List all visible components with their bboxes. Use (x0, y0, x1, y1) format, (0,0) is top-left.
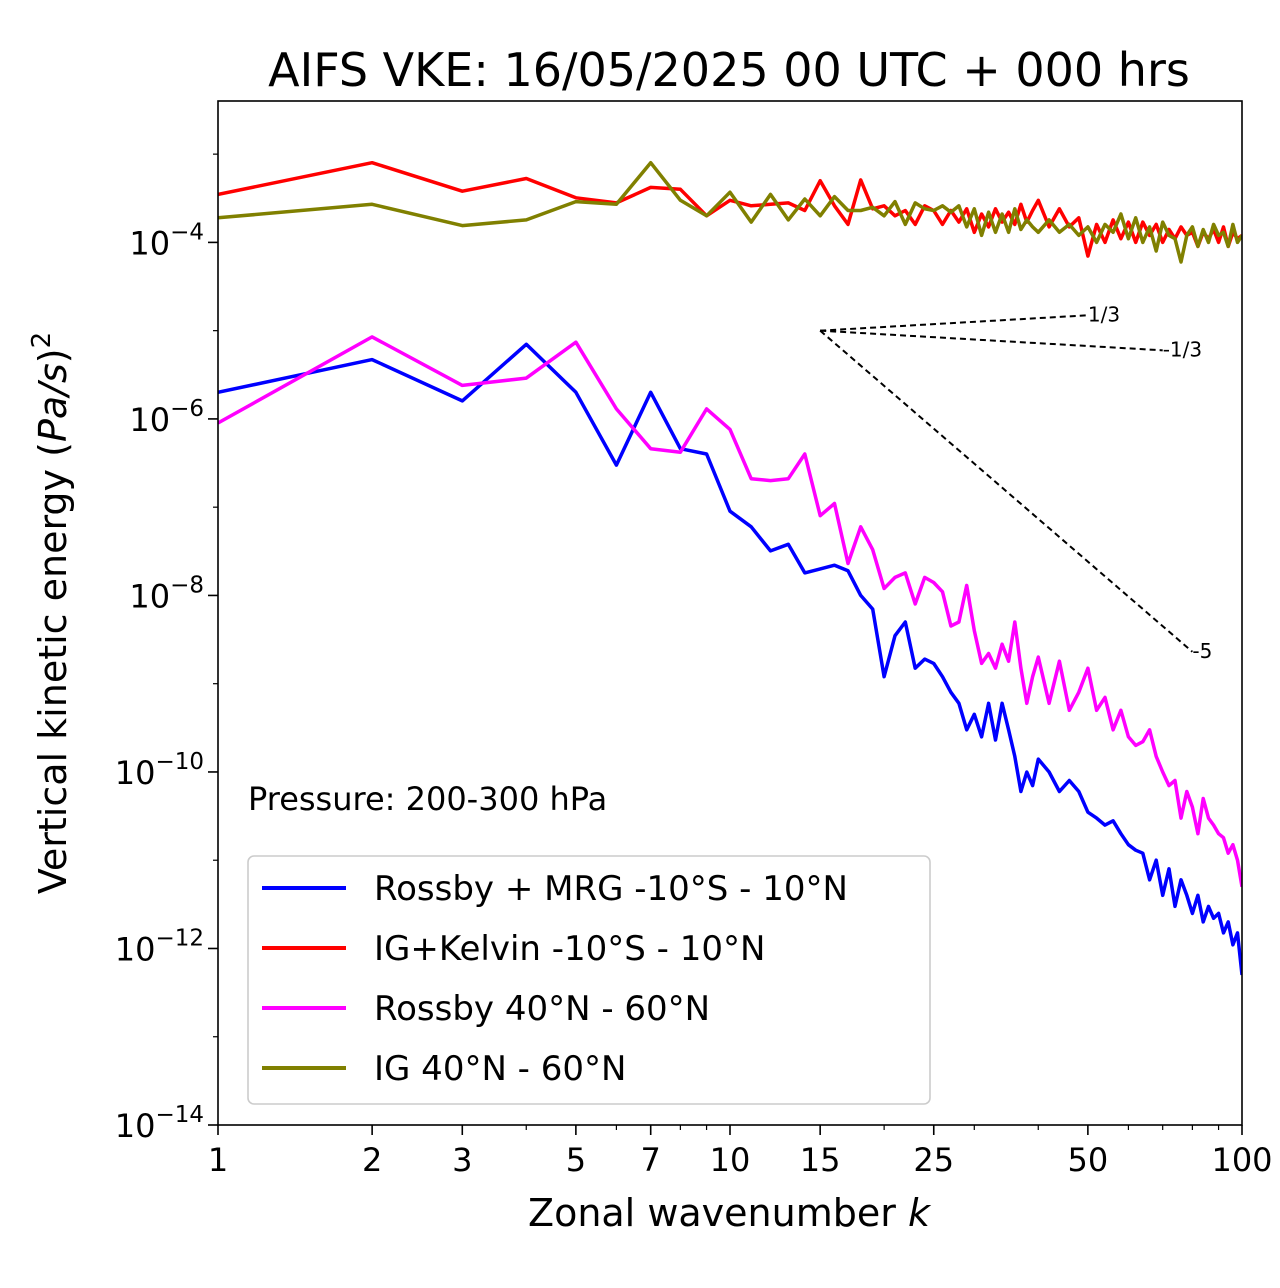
legend-box (247, 855, 931, 1105)
series-line-0 (218, 342, 1242, 976)
x-tick-label-9: 100 (1211, 1141, 1272, 1179)
axis-ticks: 1 2 3 5 7 10 15 25 50 100 10−4 10−6 10−8 10−10 10−12 10… (115, 153, 1273, 1179)
x-tick-label-5: 10 (710, 1141, 751, 1179)
series-layer (218, 160, 1242, 976)
x-tick-label-6: 15 (800, 1141, 841, 1179)
slope-label-1: -1/3 (1163, 337, 1202, 361)
y-tick-label-1: 10−6 (129, 396, 204, 439)
y-tick-label-3: 10−10 (115, 749, 204, 792)
slope-line-1 (820, 329, 1163, 352)
x-tick-label-0: 1 (208, 1141, 228, 1179)
slope-line-0 (820, 314, 1088, 332)
legend-label-2: Rossby 40°N - 60°N (374, 989, 710, 1029)
legend-label-3: IG 40°N - 60°N (374, 1049, 626, 1089)
x-tick-label-1: 2 (362, 1141, 382, 1179)
plot-frame (217, 100, 1243, 1126)
x-tick-label-8: 50 (1068, 1141, 1109, 1179)
y-axis-label-exp: 2 (27, 332, 57, 349)
y-tick-label-2: 10−8 (129, 572, 204, 615)
y-tick-label-4: 10−12 (115, 925, 204, 968)
legend-label-1: IG+Kelvin -10°S - 10°N (374, 929, 765, 969)
pressure-annotation: Pressure: 200-300 hPa (248, 780, 607, 818)
reference-slopes: 1/3 -1/3 -5 (819, 302, 1212, 663)
series-line-2 (218, 335, 1242, 888)
x-axis-label-text: Zonal wavenumber (528, 1191, 908, 1235)
x-tick-label-2: 3 (452, 1141, 472, 1179)
y-tick-label-0: 10−4 (129, 219, 204, 262)
y-axis-label-text: Vertical kinetic energy ( (31, 442, 75, 894)
y-tick-label-5: 10−14 (115, 1102, 204, 1145)
legend-label-0: Rossby + MRG -10°S - 10°N (374, 869, 848, 909)
x-axis-label: Zonal wavenumber k (528, 1191, 932, 1235)
legend: Rossby + MRG -10°S - 10°N IG+Kelvin -10°S… (247, 855, 931, 1105)
series-line-3 (218, 160, 1242, 264)
y-axis-label: Vertical kinetic energy (Pa/s)2 (27, 332, 75, 894)
x-axis-label-var: k (908, 1191, 932, 1235)
x-tick-label-7: 25 (913, 1141, 954, 1179)
x-tick-label-4: 7 (641, 1141, 661, 1179)
series-line-1 (218, 160, 1242, 258)
y-axis-label-close: ) (31, 348, 75, 363)
slope-line-2 (819, 329, 1194, 653)
y-axis-label-var: Pa/s (31, 363, 75, 442)
slope-label-0: 1/3 (1088, 302, 1120, 326)
x-tick-label-3: 5 (566, 1141, 586, 1179)
chart-title: AIFS VKE: 16/05/2025 00 UTC + 000 hrs (268, 43, 1190, 97)
slope-label-2: -5 (1192, 639, 1212, 663)
